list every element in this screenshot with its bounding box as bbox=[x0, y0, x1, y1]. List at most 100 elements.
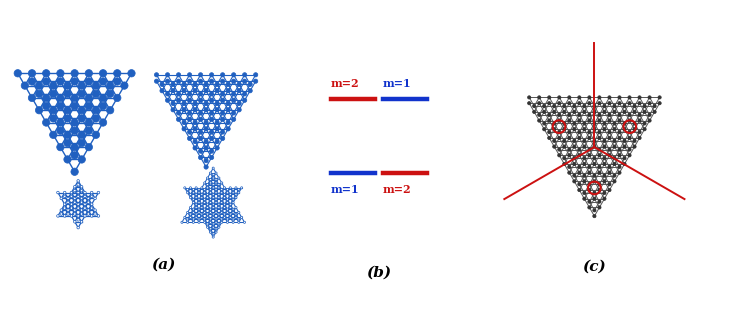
Circle shape bbox=[643, 122, 646, 125]
Circle shape bbox=[28, 70, 36, 77]
Circle shape bbox=[84, 191, 86, 194]
Circle shape bbox=[558, 148, 561, 151]
Circle shape bbox=[204, 198, 206, 201]
Circle shape bbox=[166, 92, 169, 96]
Circle shape bbox=[195, 213, 197, 215]
Circle shape bbox=[573, 128, 576, 131]
Circle shape bbox=[573, 139, 576, 142]
Circle shape bbox=[583, 197, 586, 201]
Circle shape bbox=[210, 231, 212, 233]
Circle shape bbox=[224, 213, 226, 215]
Circle shape bbox=[235, 197, 237, 199]
Circle shape bbox=[192, 201, 195, 204]
Circle shape bbox=[623, 122, 626, 125]
Circle shape bbox=[588, 154, 591, 157]
Circle shape bbox=[210, 188, 212, 191]
Circle shape bbox=[226, 121, 230, 125]
Circle shape bbox=[120, 82, 128, 89]
Circle shape bbox=[210, 92, 214, 96]
Circle shape bbox=[241, 216, 243, 218]
Circle shape bbox=[85, 127, 93, 134]
Circle shape bbox=[628, 154, 631, 157]
Circle shape bbox=[232, 201, 234, 204]
Circle shape bbox=[215, 192, 217, 194]
Circle shape bbox=[201, 187, 203, 189]
Circle shape bbox=[229, 213, 231, 215]
Circle shape bbox=[212, 213, 214, 215]
Circle shape bbox=[176, 92, 181, 96]
Circle shape bbox=[212, 177, 214, 179]
Circle shape bbox=[189, 193, 192, 196]
Circle shape bbox=[593, 191, 596, 195]
Circle shape bbox=[232, 192, 234, 194]
Circle shape bbox=[235, 206, 237, 209]
Circle shape bbox=[80, 213, 82, 215]
Circle shape bbox=[593, 145, 596, 148]
Circle shape bbox=[573, 122, 576, 125]
Circle shape bbox=[578, 148, 581, 151]
Circle shape bbox=[78, 131, 85, 138]
Circle shape bbox=[613, 145, 616, 148]
Circle shape bbox=[176, 98, 181, 102]
Circle shape bbox=[221, 192, 223, 194]
Circle shape bbox=[538, 113, 541, 116]
Circle shape bbox=[553, 104, 556, 108]
Circle shape bbox=[187, 79, 192, 83]
Circle shape bbox=[232, 198, 234, 201]
Circle shape bbox=[215, 218, 217, 220]
Circle shape bbox=[67, 209, 69, 211]
Circle shape bbox=[593, 128, 596, 131]
Circle shape bbox=[42, 102, 50, 110]
Circle shape bbox=[198, 208, 200, 210]
Circle shape bbox=[74, 221, 76, 223]
Circle shape bbox=[210, 73, 214, 77]
Circle shape bbox=[85, 70, 93, 77]
Circle shape bbox=[207, 187, 209, 189]
Circle shape bbox=[623, 110, 626, 113]
Circle shape bbox=[583, 128, 586, 131]
Circle shape bbox=[562, 122, 566, 125]
Circle shape bbox=[608, 148, 611, 151]
Circle shape bbox=[186, 218, 189, 220]
Circle shape bbox=[583, 139, 586, 142]
Circle shape bbox=[235, 187, 237, 189]
Circle shape bbox=[553, 122, 556, 125]
Circle shape bbox=[232, 218, 234, 220]
Circle shape bbox=[182, 89, 186, 93]
Circle shape bbox=[28, 78, 36, 85]
Circle shape bbox=[160, 82, 164, 87]
Text: (b): (b) bbox=[366, 266, 392, 280]
Circle shape bbox=[56, 119, 64, 126]
Circle shape bbox=[623, 157, 626, 160]
Circle shape bbox=[198, 221, 200, 223]
Circle shape bbox=[212, 223, 214, 225]
Circle shape bbox=[64, 90, 71, 98]
Circle shape bbox=[598, 188, 601, 192]
Circle shape bbox=[50, 107, 57, 114]
Circle shape bbox=[70, 207, 73, 210]
Circle shape bbox=[64, 107, 71, 114]
Circle shape bbox=[218, 184, 220, 186]
Circle shape bbox=[238, 188, 240, 191]
Circle shape bbox=[64, 115, 71, 122]
Circle shape bbox=[558, 96, 561, 99]
Circle shape bbox=[232, 211, 234, 214]
Circle shape bbox=[78, 115, 85, 122]
Circle shape bbox=[198, 155, 203, 160]
Circle shape bbox=[237, 101, 241, 106]
Circle shape bbox=[186, 188, 189, 191]
Circle shape bbox=[613, 157, 616, 160]
Circle shape bbox=[633, 122, 636, 125]
Circle shape bbox=[204, 201, 206, 204]
Circle shape bbox=[226, 82, 230, 87]
Circle shape bbox=[578, 102, 581, 105]
Circle shape bbox=[70, 203, 73, 205]
Circle shape bbox=[253, 79, 258, 83]
Circle shape bbox=[603, 104, 606, 108]
Circle shape bbox=[218, 203, 220, 205]
Circle shape bbox=[221, 92, 224, 96]
Circle shape bbox=[187, 73, 192, 77]
Circle shape bbox=[221, 98, 224, 102]
Circle shape bbox=[210, 117, 214, 121]
Circle shape bbox=[67, 201, 69, 204]
